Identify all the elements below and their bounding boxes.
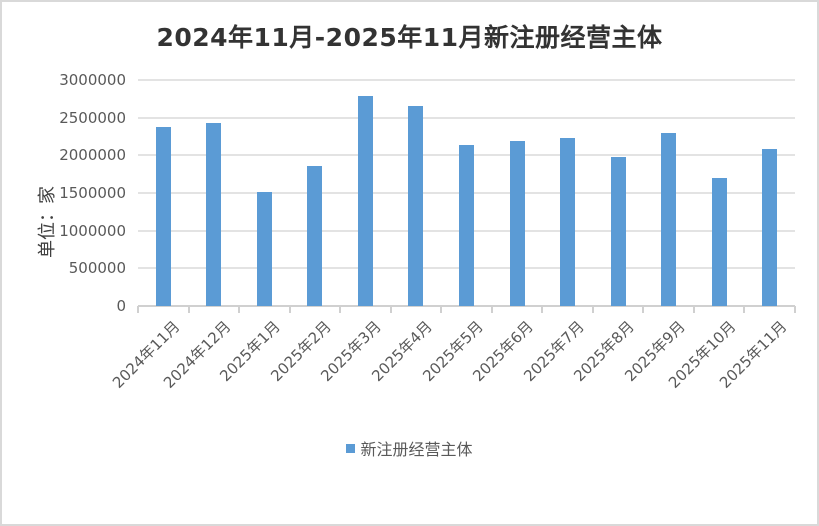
legend-swatch-icon <box>346 444 356 453</box>
x-tick-mark <box>389 306 392 313</box>
bar[interactable] <box>661 133 677 306</box>
gridline <box>138 116 795 119</box>
x-tick-mark <box>743 306 746 313</box>
bar[interactable] <box>560 138 576 306</box>
x-tick-mark <box>288 306 291 313</box>
bar[interactable] <box>762 149 778 306</box>
bar[interactable] <box>155 127 171 306</box>
bar[interactable] <box>610 156 626 306</box>
legend-label: 新注册经营主体 <box>360 440 473 459</box>
bar[interactable] <box>408 105 424 306</box>
bar[interactable] <box>509 141 525 306</box>
x-tick-mark <box>490 306 493 313</box>
y-tick-label: 2500000 <box>59 108 126 127</box>
y-tick-label: 3000000 <box>59 71 126 89</box>
x-tick-mark <box>137 306 139 313</box>
x-tick-mark <box>187 306 190 313</box>
x-tick-mark <box>692 306 695 313</box>
bar[interactable] <box>357 95 373 306</box>
x-tick-mark <box>440 306 443 313</box>
chart-title: 2024年11月-2025年11月新注册经营主体 <box>156 23 663 52</box>
bar[interactable] <box>256 192 272 306</box>
bar[interactable] <box>459 145 474 306</box>
y-tick-label: 500000 <box>68 259 126 278</box>
x-axis-line <box>138 305 795 307</box>
bar[interactable] <box>206 122 222 306</box>
y-tick-label: 1000000 <box>59 221 126 240</box>
y-tick-label: 1500000 <box>59 184 126 202</box>
x-tick-mark <box>339 306 342 313</box>
x-tick-mark <box>541 306 544 313</box>
gridline <box>138 79 795 81</box>
bar[interactable] <box>307 166 323 306</box>
x-tick-mark <box>642 306 645 313</box>
x-tick-mark <box>238 306 241 313</box>
x-tick-mark <box>591 306 594 313</box>
y-tick-label: 0 <box>116 297 126 315</box>
plot-area: 0 500000 1000000 1500000 2000000 2500000 30000… <box>59 71 796 392</box>
bar[interactable] <box>711 178 727 306</box>
x-tick-mark <box>794 306 796 313</box>
y-tick-label: 2000000 <box>59 146 126 165</box>
legend[interactable]: 新注册经营主体 <box>0 436 819 460</box>
